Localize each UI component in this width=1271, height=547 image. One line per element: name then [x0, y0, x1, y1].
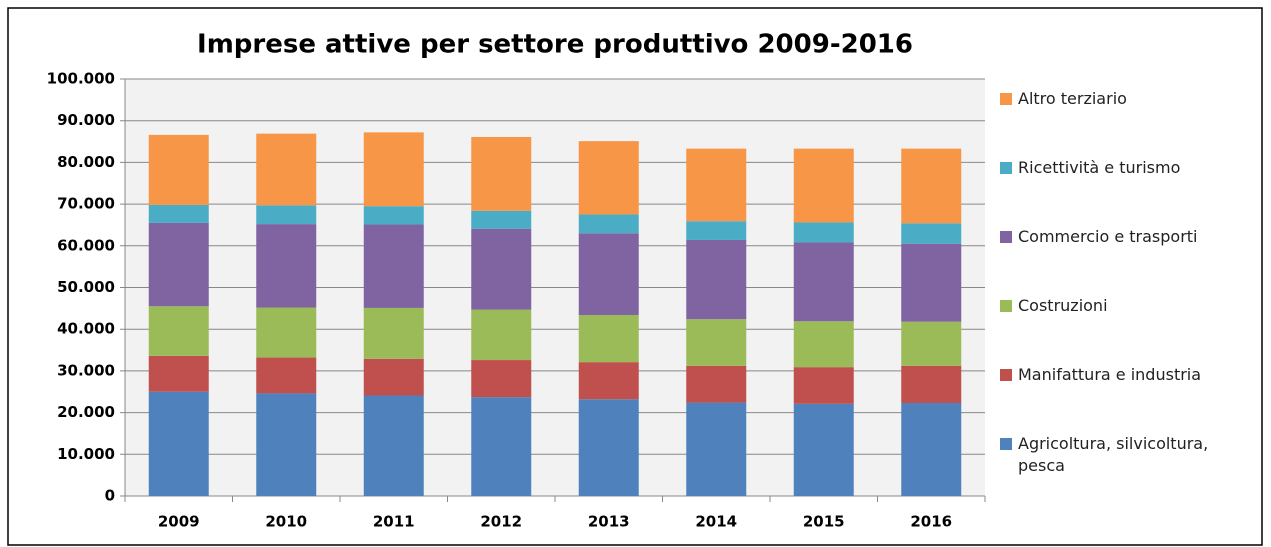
bar-segment [256, 357, 317, 394]
bar-segment [578, 141, 639, 215]
x-tick-label: 2011 [373, 513, 415, 531]
bar-segment [793, 403, 854, 496]
bar-segment [686, 402, 747, 496]
bar-segment [256, 205, 317, 225]
y-tick-label: 0 [105, 487, 115, 505]
bar-segment [363, 358, 424, 396]
bar-segment [793, 367, 854, 404]
legend-label: Commercio e trasporti [1018, 227, 1198, 246]
bar-segment [686, 319, 747, 366]
bar-segment [471, 228, 532, 310]
bar-segment [471, 136, 532, 211]
legend-item: Commercio e trasporti [1000, 226, 1258, 248]
bar-segment [256, 133, 317, 206]
bar-segment [793, 222, 854, 243]
y-tick-label: 50.000 [57, 278, 115, 296]
chart-title: Imprese attive per settore produttivo 20… [197, 30, 913, 60]
y-tick-label: 90.000 [57, 111, 115, 129]
bar-segment [686, 365, 747, 403]
bar-segment [148, 222, 209, 307]
bar-segment [901, 243, 962, 322]
x-tick-label: 2014 [695, 513, 737, 531]
bar-segment [148, 204, 209, 223]
legend-label: Agricoltura, silvicoltura, pesca [1018, 434, 1209, 475]
x-tick-label: 2012 [480, 513, 522, 531]
legend-swatch [1000, 300, 1012, 312]
y-tick-label: 20.000 [57, 403, 115, 421]
legend-label: Costruzioni [1018, 296, 1108, 315]
legend-swatch [1000, 162, 1012, 174]
bar-segment [471, 360, 532, 398]
y-tick-label: 100.000 [47, 70, 115, 88]
bar-segment [471, 397, 532, 496]
bar-segment [363, 206, 424, 225]
bar-segment [363, 224, 424, 308]
bar-segment [363, 132, 424, 207]
bar-segment [578, 315, 639, 363]
legend-item: Costruzioni [1000, 295, 1258, 317]
x-tick-label: 2015 [803, 513, 845, 531]
bar-segment [363, 307, 424, 359]
bar-segment [148, 134, 209, 205]
bar-segment [578, 214, 639, 234]
legend-item: Ricettività e turismo [1000, 157, 1258, 179]
legend-label: Ricettività e turismo [1018, 158, 1181, 177]
y-tick-label: 40.000 [57, 320, 115, 338]
x-tick-label: 2016 [910, 513, 952, 531]
legend-item: Agricoltura, silvicoltura, pesca [1000, 433, 1258, 477]
bar-segment [363, 395, 424, 496]
bar-segment [578, 399, 639, 496]
legend-label: Manifattura e industria [1018, 365, 1202, 384]
legend-label: Altro terziario [1018, 89, 1127, 108]
bar-segment [471, 210, 532, 229]
bar-segment [901, 223, 962, 244]
legend-item: Manifattura e industria [1000, 364, 1258, 386]
y-tick-label: 10.000 [57, 445, 115, 463]
bar-segment [901, 321, 962, 366]
bar-segment [686, 239, 747, 320]
legend-item: Altro terziario [1000, 88, 1258, 110]
bar-segment [256, 393, 317, 496]
bar-segment [471, 309, 532, 361]
y-tick-label: 60.000 [57, 236, 115, 254]
x-tick-label: 2013 [588, 513, 630, 531]
legend-swatch [1000, 369, 1012, 381]
bar-segment [686, 148, 747, 222]
bar-segment [901, 365, 962, 404]
x-tick-label: 2009 [158, 513, 200, 531]
bar-segment [686, 221, 747, 240]
bar-segment [256, 307, 317, 358]
y-tick-label: 70.000 [57, 195, 115, 213]
bar-segment [793, 242, 854, 322]
bar-segment [148, 306, 209, 356]
bar-segment [578, 362, 639, 400]
legend-swatch [1000, 93, 1012, 105]
x-tick-label: 2010 [265, 513, 307, 531]
bar-segment [793, 148, 854, 223]
bar-segment [148, 355, 209, 392]
y-tick-label: 30.000 [57, 361, 115, 379]
legend-swatch [1000, 438, 1012, 450]
bar-segment [256, 224, 317, 308]
legend-swatch [1000, 231, 1012, 243]
bar-segment [148, 391, 209, 496]
y-tick-label: 80.000 [57, 153, 115, 171]
bar-segment [901, 148, 962, 224]
bar-segment [901, 403, 962, 496]
bar-segment [793, 321, 854, 368]
bar-segment [578, 233, 639, 316]
